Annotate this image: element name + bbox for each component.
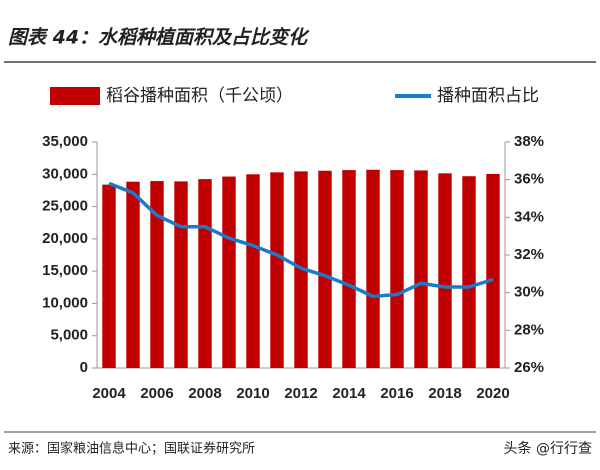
bar [198, 179, 212, 368]
x-tick-label: 2016 [380, 385, 413, 402]
bar [462, 176, 476, 368]
legend-label: 稻谷播种面积（千公顷） [106, 86, 293, 106]
y2-tick-label: 36% [514, 171, 544, 188]
y2-tick-label: 38% [514, 133, 544, 150]
y-tick-label: 0 [80, 359, 88, 376]
bar [102, 184, 116, 368]
y2-tick-label: 32% [514, 246, 544, 263]
line [108, 181, 494, 299]
x-tick-label: 2012 [284, 385, 317, 402]
x-tick-label: 2020 [476, 385, 509, 402]
bar [342, 170, 356, 368]
y-tick-label: 20,000 [42, 230, 88, 247]
x-tick-label: 2008 [188, 385, 221, 402]
y-tick-label: 25,000 [42, 198, 88, 215]
bar [414, 170, 428, 368]
source: 来源：国家粮油信息中心；国联证券研究所 [8, 441, 255, 457]
watermark: 头条 @行行查 [504, 440, 592, 457]
bar [150, 181, 164, 368]
x-tick-label: 2014 [332, 385, 366, 402]
y-tick-label: 5,000 [50, 327, 88, 344]
bar [270, 172, 284, 368]
x-tick-label: 2006 [140, 385, 173, 402]
x-tick-label: 2004 [92, 385, 126, 402]
y-tick-label: 30,000 [42, 165, 88, 182]
y-tick-label: 15,000 [42, 262, 88, 279]
y-tick-label: 35,000 [42, 133, 88, 150]
y2-tick-label: 34% [514, 208, 544, 225]
bar [318, 170, 332, 368]
bar [486, 173, 500, 368]
bar [126, 181, 140, 368]
legend-label: 播种面积占比 [437, 86, 539, 106]
x-tick-label: 2018 [428, 385, 461, 402]
bar [174, 181, 188, 368]
legend-swatch [50, 87, 100, 105]
chart-title: 图表 44：水稻种植面积及占比变化 [8, 27, 310, 49]
y-tick-label: 10,000 [42, 294, 88, 311]
y2-tick-label: 26% [514, 359, 544, 376]
x-tick-label: 2010 [236, 385, 269, 402]
y2-tick-label: 28% [514, 321, 544, 338]
bar [438, 173, 452, 368]
y2-tick-label: 30% [514, 284, 544, 301]
bar [222, 176, 236, 368]
bar [366, 169, 380, 368]
bar [390, 170, 404, 368]
bar [246, 174, 260, 368]
